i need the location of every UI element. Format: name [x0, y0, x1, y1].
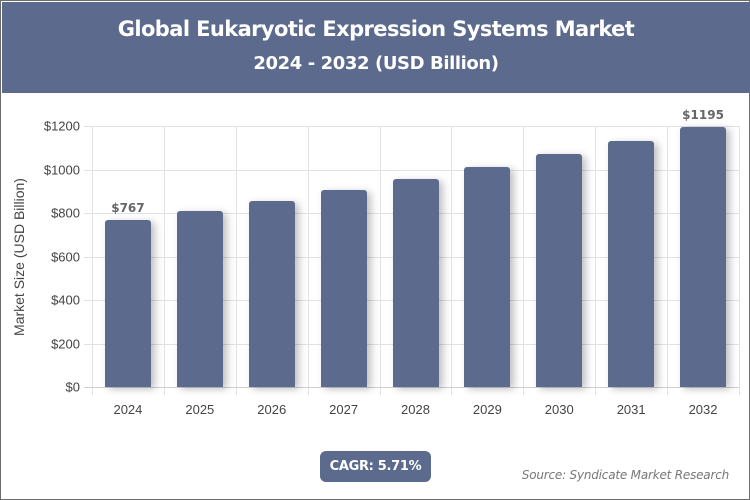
- v-gridline: [235, 126, 237, 395]
- y-tick-label: $200: [51, 336, 80, 351]
- x-tick-label: 2031: [616, 402, 646, 417]
- h-gridline: [84, 169, 739, 171]
- chart-title: Global Eukaryotic Expression Systems Mar…: [117, 17, 635, 41]
- x-tick-label: 2024: [113, 402, 143, 417]
- v-gridline: [163, 126, 165, 395]
- v-gridline: [667, 126, 669, 395]
- x-tick-label: 2028: [401, 402, 430, 417]
- y-tick-label: $800: [51, 205, 80, 221]
- bar-2031: [608, 141, 655, 387]
- y-tick-label: $400: [51, 292, 80, 308]
- v-gridline: [523, 126, 525, 395]
- y-axis-label: Market Size (USD Billion): [11, 178, 27, 336]
- x-tick-label: 2025: [185, 402, 215, 417]
- v-gridline: [92, 126, 93, 395]
- source-note: Source: Syndicate Market Research: [521, 468, 729, 482]
- x-axis-line: [84, 387, 739, 388]
- y-tick-label: $1000: [43, 162, 80, 177]
- bar-2024: [104, 220, 151, 387]
- bar-2028: [392, 178, 439, 387]
- plot-area: $0 $200 $400 $600 $800 $1000 $1200 $767 $1195: [44, 108, 740, 395]
- x-tick-label: 2032: [688, 402, 718, 417]
- x-tick-label: 2026: [257, 402, 287, 417]
- x-tick-label: 2029: [472, 402, 502, 417]
- x-tick-label: 2027: [329, 402, 359, 417]
- v-gridline: [451, 126, 453, 395]
- bar-2030: [536, 154, 583, 387]
- chart-subtitle: 2024 - 2032 (USD Billion): [253, 53, 499, 74]
- bar-2032: [680, 127, 727, 387]
- v-gridline: [379, 126, 381, 395]
- y-tick-label: $1200: [43, 118, 80, 134]
- v-gridline: [739, 126, 740, 395]
- bar-value-label: $1195: [682, 108, 724, 123]
- bar-value-label: $767: [111, 201, 145, 216]
- y-tick-label: $600: [51, 249, 80, 264]
- y-tick-label: $0: [65, 379, 80, 395]
- bar-2025: [176, 210, 223, 387]
- h-gridline: [84, 126, 739, 127]
- v-gridline: [595, 126, 597, 395]
- chart-header: Global Eukaryotic Expression Systems Mar…: [2, 2, 750, 93]
- bar-2027: [320, 189, 367, 387]
- bar-2029: [464, 166, 511, 387]
- v-gridline: [307, 126, 309, 395]
- cagr-badge: CAGR: 5.71%: [320, 451, 431, 482]
- x-tick-label: 2030: [544, 402, 574, 417]
- bar-2026: [248, 200, 295, 387]
